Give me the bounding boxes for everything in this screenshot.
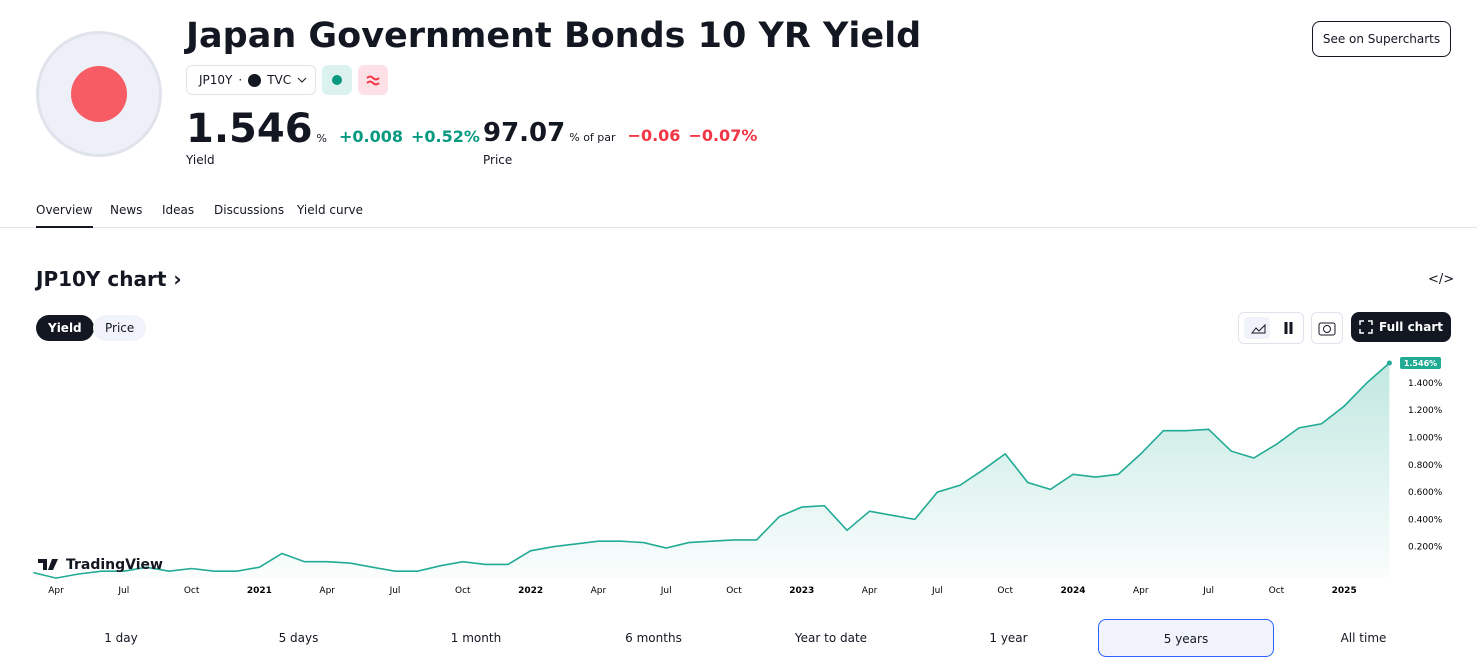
x-tick-label: Jul xyxy=(389,586,401,596)
range-option[interactable]: 6 months xyxy=(625,631,682,645)
supercharts-button[interactable]: See on Supercharts xyxy=(1312,21,1451,57)
quote-change-pct: +0.52% xyxy=(411,127,480,146)
x-tick-label: Jul xyxy=(660,586,672,596)
y-tick-label: 1.200% xyxy=(1408,406,1443,416)
x-tick-label: Apr xyxy=(319,586,335,596)
section-title-text: JP10Y chart xyxy=(36,267,167,291)
range-option[interactable]: 1 year xyxy=(989,631,1028,645)
flag-disc xyxy=(71,66,127,122)
x-tick-label: 2023 xyxy=(789,586,814,596)
range-option[interactable]: 5 days xyxy=(278,631,319,645)
quote-change-pct: −0.07% xyxy=(688,126,758,145)
section-title[interactable]: JP10Y chart › xyxy=(36,267,182,291)
x-tick-label: 2024 xyxy=(1060,586,1085,596)
watermark: TradingView xyxy=(66,557,163,573)
y-tick-label: 1.400% xyxy=(1408,379,1443,389)
full-chart-button[interactable]: Full chart xyxy=(1351,312,1451,342)
x-tick-label: Jul xyxy=(117,586,129,596)
chart: 0.200% 0.400% 0.600% 0.800% 1.000% 1.200% 1.40… xyxy=(33,356,1443,596)
x-tick-label: Apr xyxy=(591,586,607,596)
x-tick-label: Apr xyxy=(48,586,64,596)
quote-label: Yield xyxy=(186,153,215,167)
chevron xyxy=(297,77,307,83)
full-chart-label: Full chart xyxy=(1379,320,1443,334)
quote-unit: % of par xyxy=(569,131,616,144)
symbol: JP10Y xyxy=(199,73,233,87)
x-tick-label: Jul xyxy=(931,586,943,596)
line xyxy=(33,362,1390,579)
symbol-selector[interactable]: JP10Y · TVC xyxy=(186,65,316,95)
range-option[interactable]: Year to date xyxy=(794,631,868,645)
quote-value: 1.546 xyxy=(186,106,313,152)
area-fill xyxy=(33,363,1390,579)
x-tick-label: 2025 xyxy=(1332,586,1357,596)
y-tick-label: 1.000% xyxy=(1408,433,1443,443)
x-tick-label: Oct xyxy=(997,586,1013,596)
quote: 1.546% +0.008 +0.52% xyxy=(186,106,480,152)
x-tick-label: Oct xyxy=(455,586,471,596)
bond-badge xyxy=(358,65,388,95)
watermark-logo xyxy=(38,559,58,570)
snapshot[interactable] xyxy=(1311,312,1343,344)
x-tick-label: Oct xyxy=(726,586,742,596)
quote-change: +0.008 xyxy=(338,127,403,146)
x-tick-label: Apr xyxy=(1133,586,1149,596)
toggle-option[interactable]: Price xyxy=(93,315,147,341)
quote-change: −0.06 xyxy=(627,126,681,145)
x-tick-label: Oct xyxy=(1269,586,1285,596)
x-tick-label: Oct xyxy=(184,586,200,596)
range-option[interactable]: 5 years xyxy=(1098,619,1274,657)
exchange-logo xyxy=(248,73,262,87)
x-tick-label: Apr xyxy=(862,586,878,596)
range-option[interactable]: All time xyxy=(1340,631,1387,645)
x-tick-label: Jul xyxy=(1202,586,1214,596)
y-tick-label: 0.600% xyxy=(1408,488,1443,498)
tab[interactable]: Discussions xyxy=(214,203,285,217)
range-option[interactable]: 1 day xyxy=(104,631,138,645)
value-label: 1.546% xyxy=(1404,359,1437,368)
x-tick-label: 2021 xyxy=(247,586,272,596)
tab[interactable]: Yield curve xyxy=(297,203,364,217)
quote-unit: % xyxy=(316,132,327,145)
quote-value: 97.07 xyxy=(483,118,566,148)
tab[interactable]: News xyxy=(110,203,143,217)
exchange: TVC xyxy=(267,73,292,87)
divider xyxy=(0,227,1477,228)
flag xyxy=(36,31,162,157)
title: Japan Government Bonds 10 YR Yield xyxy=(186,16,922,56)
value-tag xyxy=(1400,356,1441,369)
y-tick-label: 0.200% xyxy=(1408,543,1443,553)
quote-label: Price xyxy=(483,153,513,167)
embed-icon[interactable]: </> xyxy=(1428,272,1455,287)
last-point xyxy=(1386,360,1392,366)
y-tick-label: 0.800% xyxy=(1408,461,1443,471)
toggle-option[interactable]: Yield xyxy=(36,315,94,341)
y-tick-label: 0.400% xyxy=(1408,515,1443,525)
status-badge xyxy=(322,65,352,95)
tab[interactable]: Ideas xyxy=(162,203,195,217)
chart-style[interactable] xyxy=(1238,312,1304,344)
x-tick-label: 2022 xyxy=(518,586,543,596)
range-option[interactable]: 1 month xyxy=(450,631,502,645)
tab[interactable]: Overview xyxy=(36,203,93,228)
quote: 97.07% of par −0.06 −0.07% xyxy=(483,118,757,148)
